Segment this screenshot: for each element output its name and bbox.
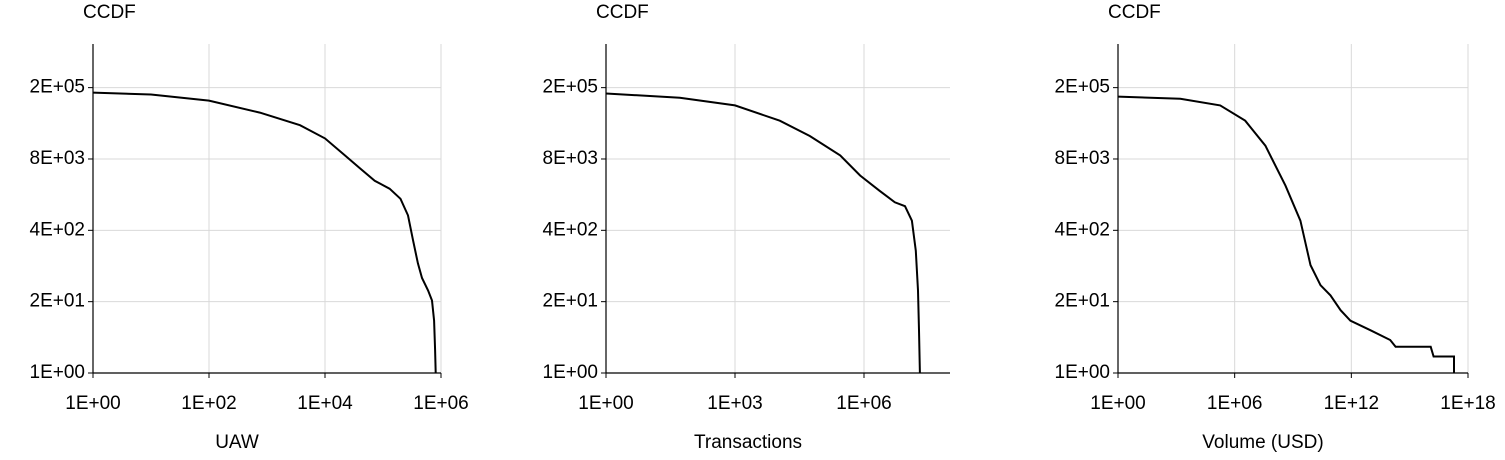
y-tick-label: 1E+00 bbox=[1055, 362, 1110, 383]
y-tick-label: 2E+01 bbox=[1055, 291, 1110, 312]
x-tick-label: 1E+06 bbox=[1207, 393, 1262, 414]
x-tick-label: 1E+12 bbox=[1324, 393, 1379, 414]
y-axis-label: CCDF bbox=[83, 2, 136, 23]
y-tick-label: 4E+02 bbox=[30, 219, 85, 240]
ccdf-line bbox=[92, 91, 437, 374]
x-tick-label: 1E+02 bbox=[181, 393, 236, 414]
y-tick-label: 8E+03 bbox=[30, 148, 85, 169]
x-tick-label: 1E+06 bbox=[836, 393, 891, 414]
x-axis-label: Transactions bbox=[694, 432, 802, 453]
x-axis-label: Volume (USD) bbox=[1202, 432, 1323, 453]
y-tick-label: 4E+02 bbox=[543, 219, 598, 240]
y-tick-label: 4E+02 bbox=[1055, 219, 1110, 240]
x-tick-label: 1E+04 bbox=[297, 393, 353, 414]
x-tick-label: 1E+18 bbox=[1440, 393, 1495, 414]
x-tick-label: 1E+00 bbox=[1090, 393, 1145, 414]
y-tick-label: 8E+03 bbox=[1055, 148, 1110, 169]
y-tick-label: 2E+05 bbox=[30, 77, 85, 98]
y-axis-label: CCDF bbox=[596, 2, 649, 23]
y-tick-label: 2E+05 bbox=[543, 77, 598, 98]
y-tick-label: 2E+01 bbox=[30, 291, 85, 312]
x-axis-label: UAW bbox=[215, 432, 259, 453]
y-tick-label: 1E+00 bbox=[543, 362, 598, 383]
x-tick-label: 1E+03 bbox=[707, 393, 762, 414]
x-tick-label: 1E+00 bbox=[578, 393, 633, 414]
x-tick-label: 1E+00 bbox=[65, 393, 120, 414]
ccdf-line bbox=[1117, 95, 1455, 373]
ccdf-line bbox=[605, 92, 921, 374]
y-tick-label: 2E+01 bbox=[543, 291, 598, 312]
y-axis-label: CCDF bbox=[1108, 2, 1161, 23]
y-tick-label: 8E+03 bbox=[543, 148, 598, 169]
x-tick-label: 1E+06 bbox=[413, 393, 468, 414]
y-tick-label: 2E+05 bbox=[1055, 77, 1110, 98]
y-tick-label: 1E+00 bbox=[30, 362, 85, 383]
